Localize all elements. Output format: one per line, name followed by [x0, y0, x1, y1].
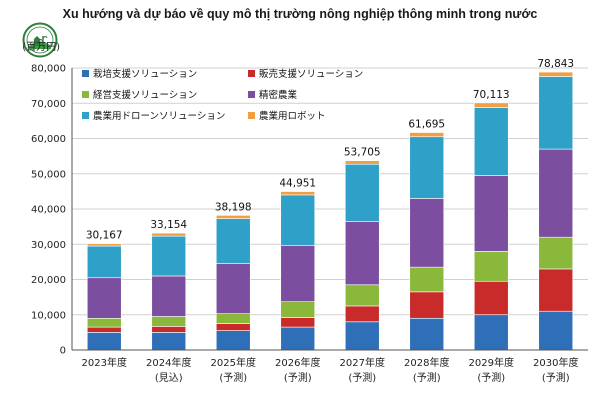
- bar-segment: [538, 76, 574, 150]
- y-tick-label: 60,000: [31, 134, 66, 145]
- bar-segment: [409, 291, 445, 319]
- bar-segment: [86, 277, 122, 319]
- bar-segment: [538, 148, 574, 238]
- bar-segment: [280, 326, 316, 351]
- y-tick-label: 20,000: [31, 275, 66, 286]
- total-value-label: 53,705: [344, 147, 381, 159]
- bar-segment: [151, 326, 187, 333]
- y-tick-label: 40,000: [31, 205, 66, 216]
- bar-segment: [215, 323, 251, 331]
- x-tick-sublabel: (予測): [284, 371, 312, 384]
- bar-segment: [538, 310, 574, 351]
- total-value-label: 61,695: [408, 119, 445, 131]
- bar-segment: [86, 332, 122, 351]
- bar-segment: [473, 175, 509, 252]
- legend-label: 栽培支援ソリューション: [93, 68, 197, 80]
- total-value-label: 70,113: [473, 89, 510, 101]
- bar-segment: [86, 317, 122, 328]
- y-unit-label: (百万円): [22, 41, 60, 53]
- bar-segment: [344, 321, 380, 351]
- bar-segment: [409, 266, 445, 293]
- legend-label: 農業用ドローンソリューション: [93, 110, 225, 122]
- bar-segment: [473, 314, 509, 351]
- bar-segment: [473, 107, 509, 176]
- bar-segment: [344, 160, 380, 165]
- bars: 30,167 33,154 38,198 44,951 53,705 61,695 70,1…: [86, 58, 574, 351]
- bar-segment: [538, 236, 574, 270]
- legend-label: 販売支援ソリューション: [259, 68, 363, 80]
- x-tick-sublabel: (予測): [542, 371, 570, 384]
- x-tick-sublabel: (予測): [413, 371, 441, 384]
- bar-segment: [280, 191, 316, 196]
- x-tick-sublabel: (見込): [155, 372, 183, 384]
- y-tick-label: 80,000: [31, 64, 66, 75]
- bar-segment: [86, 326, 122, 333]
- y-tick-label: 70,000: [31, 99, 66, 110]
- axes: 0 10,000 20,000 30,000 40,000 50,000 60,000 70,…: [31, 64, 588, 384]
- total-value-label: 38,198: [215, 201, 252, 213]
- farm-logo-icon: [22, 22, 58, 58]
- x-tick-label: 2029年度: [469, 356, 514, 369]
- bar-segment: [538, 268, 574, 312]
- x-tick-sublabel: (予測): [477, 371, 505, 384]
- bar-segment: [409, 136, 445, 199]
- x-tick-label: 2023年度: [82, 356, 127, 369]
- bar-segment: [215, 313, 251, 324]
- legend-swatch: [248, 112, 255, 119]
- bar-segment: [409, 198, 445, 268]
- bar-segment: [538, 71, 574, 77]
- bar-segment: [215, 215, 251, 219]
- total-value-label: 33,154: [150, 219, 187, 231]
- bar-segment: [215, 263, 251, 314]
- x-tick-sublabel: (予測): [219, 371, 247, 384]
- bar-segment: [151, 232, 187, 237]
- bar-segment: [151, 316, 187, 327]
- legend-swatch: [82, 70, 89, 77]
- legend-swatch: [248, 91, 255, 98]
- bar-segment: [86, 245, 122, 279]
- y-tick-label: 10,000: [31, 310, 66, 321]
- bar-segment: [280, 301, 316, 318]
- bar-segment: [151, 275, 187, 317]
- bar-segment: [473, 102, 509, 108]
- bar-segment: [86, 243, 122, 247]
- y-tick-label: 50,000: [31, 169, 66, 180]
- x-tick-sublabel: (予測): [348, 371, 376, 384]
- legend-label: 経営支援ソリューション: [93, 89, 197, 101]
- x-tick-label: 2028年度: [404, 356, 449, 369]
- y-tick-label: 30,000: [31, 240, 66, 251]
- total-value-label: 30,167: [86, 230, 123, 242]
- x-tick-label: 2024年度: [146, 356, 191, 369]
- x-tick-label: 2030年度: [533, 356, 578, 369]
- bar-segment: [473, 251, 509, 282]
- bar-segment: [215, 218, 251, 264]
- bar-segment: [344, 221, 380, 286]
- legend-swatch: [82, 112, 89, 119]
- bar-segment: [215, 330, 251, 351]
- total-value-label: 78,843: [537, 58, 574, 70]
- bar-segment: [473, 280, 509, 316]
- x-tick-label: 2025年度: [211, 356, 256, 369]
- bar-segment: [409, 317, 445, 351]
- bar-segment: [151, 235, 187, 277]
- chart-title: Xu hướng và dự báo về quy mô thị trường …: [62, 7, 538, 21]
- legend-label: 精密農業: [259, 89, 298, 101]
- legend-swatch: [248, 70, 255, 77]
- x-tick-label: 2027年度: [340, 356, 385, 369]
- bar-segment: [344, 163, 380, 222]
- legend-label: 農業用ロボット: [259, 110, 326, 122]
- bar-segment: [280, 194, 316, 246]
- y-tick-label: 0: [60, 346, 66, 357]
- bar-segment: [151, 332, 187, 351]
- legend-swatch: [82, 91, 89, 98]
- bar-segment: [280, 245, 316, 303]
- bar-segment: [280, 317, 316, 328]
- bar-segment: [344, 284, 380, 307]
- x-tick-label: 2026年度: [275, 356, 320, 369]
- bar-segment: [344, 305, 380, 323]
- total-value-label: 44,951: [279, 178, 316, 190]
- bar-segment: [409, 132, 445, 138]
